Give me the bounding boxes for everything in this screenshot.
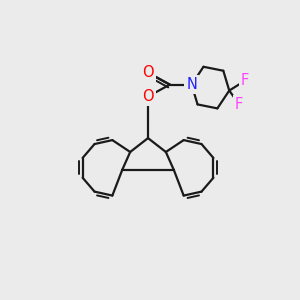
Text: F: F [241, 73, 249, 88]
Text: F: F [235, 97, 243, 112]
Text: O: O [142, 65, 154, 80]
Text: N: N [186, 77, 197, 92]
Text: O: O [142, 89, 154, 104]
